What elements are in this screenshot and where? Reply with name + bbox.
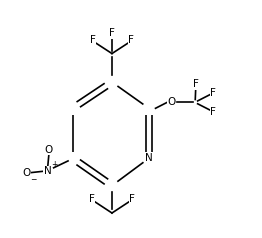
Text: F: F (210, 107, 216, 117)
Text: N: N (44, 166, 52, 176)
Text: O: O (45, 145, 53, 155)
Text: O: O (167, 97, 176, 107)
Text: F: F (193, 79, 199, 89)
Text: F: F (89, 194, 95, 204)
Text: F: F (210, 88, 216, 98)
Text: F: F (109, 28, 115, 38)
Text: +: + (51, 160, 57, 169)
Text: F: F (129, 194, 135, 204)
Text: F: F (90, 35, 96, 45)
Text: O: O (22, 168, 30, 178)
Text: −: − (30, 175, 36, 184)
Text: N: N (145, 153, 153, 163)
Text: F: F (128, 35, 134, 45)
